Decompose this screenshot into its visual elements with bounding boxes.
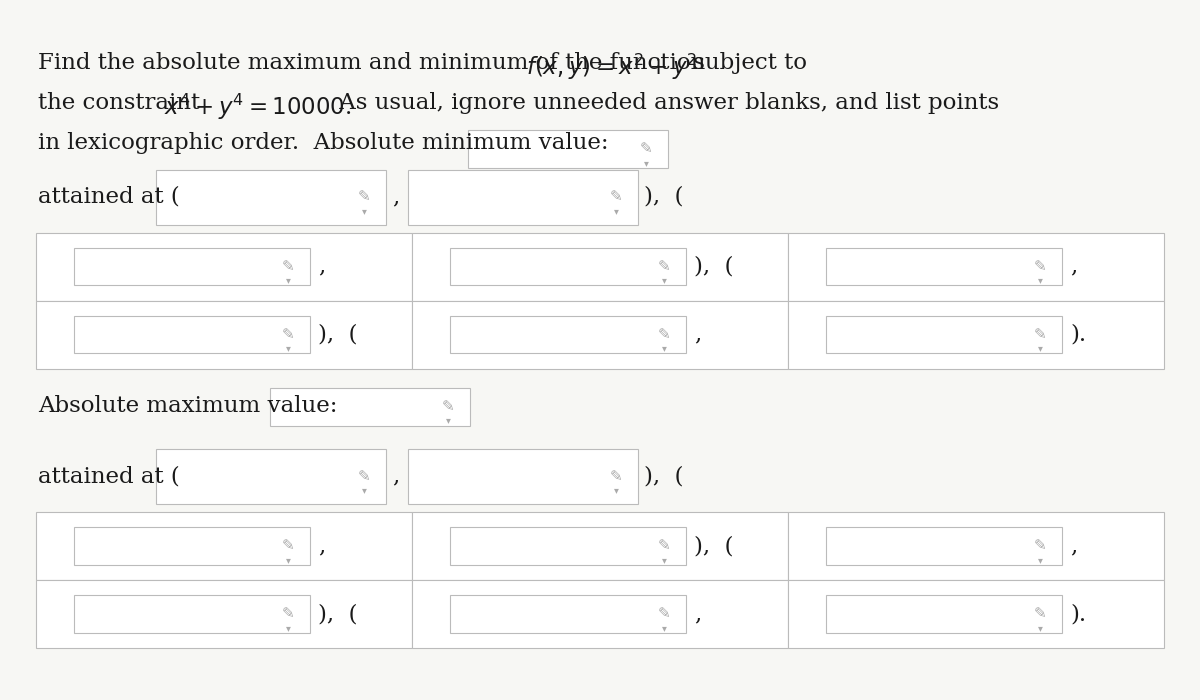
Text: ✎: ✎	[658, 538, 671, 554]
Text: ▾: ▾	[361, 486, 366, 496]
Bar	[450, 316, 686, 354]
Bar	[36, 232, 412, 300]
Text: ▾: ▾	[286, 555, 290, 565]
Text: ),  (: ), (	[695, 256, 734, 277]
Bar	[408, 449, 638, 504]
Text: ),  (: ), (	[644, 186, 684, 208]
Bar	[408, 169, 638, 225]
Text: As usual, ignore unneeded answer blanks, and list points: As usual, ignore unneeded answer blanks,…	[332, 92, 1000, 114]
Bar	[73, 527, 311, 565]
Text: ▾: ▾	[286, 276, 290, 286]
Bar	[36, 512, 412, 580]
Bar	[788, 512, 1164, 580]
Bar	[73, 595, 311, 633]
Bar	[450, 527, 686, 565]
Text: ✎: ✎	[1034, 538, 1046, 554]
Text: Find the absolute maximum and minimum of the function: Find the absolute maximum and minimum of…	[38, 52, 713, 74]
Text: subject to: subject to	[686, 52, 808, 74]
Text: ✎: ✎	[610, 190, 623, 204]
Text: ▾: ▾	[613, 206, 618, 216]
Text: ▾: ▾	[662, 623, 667, 633]
Text: ✎: ✎	[282, 327, 295, 342]
Text: ▾: ▾	[662, 276, 667, 286]
Text: ,: ,	[695, 323, 702, 346]
Bar	[788, 232, 1164, 300]
Text: ,: ,	[695, 603, 702, 625]
Text: ▾: ▾	[1038, 623, 1043, 633]
Text: attained at (: attained at (	[38, 466, 180, 487]
Text: ✎: ✎	[658, 259, 671, 274]
Text: ),  (: ), (	[318, 603, 358, 625]
Text: ,: ,	[1070, 535, 1078, 557]
Text: ✎: ✎	[282, 259, 295, 274]
Text: ▾: ▾	[361, 206, 366, 216]
Bar	[468, 130, 668, 168]
Bar	[450, 595, 686, 633]
Text: ▾: ▾	[1038, 276, 1043, 286]
Bar	[36, 580, 412, 648]
Text: $x^4 + y^4 = 10000$.: $x^4 + y^4 = 10000$.	[164, 92, 352, 122]
Text: the constraint: the constraint	[38, 92, 208, 114]
Text: ✎: ✎	[358, 469, 371, 484]
Bar	[788, 580, 1164, 648]
Bar	[156, 449, 386, 504]
Text: ).: ).	[1070, 323, 1086, 346]
Text: ▾: ▾	[1038, 344, 1043, 354]
Bar	[826, 527, 1062, 565]
Text: ✎: ✎	[1034, 259, 1046, 274]
Text: ✎: ✎	[282, 606, 295, 622]
Text: ▾: ▾	[662, 344, 667, 354]
Text: ✎: ✎	[610, 469, 623, 484]
Text: Absolute maximum value:: Absolute maximum value:	[38, 395, 337, 417]
Text: ,: ,	[318, 535, 325, 557]
Text: ▾: ▾	[643, 158, 648, 168]
Bar	[826, 248, 1062, 285]
Text: ✎: ✎	[282, 538, 295, 554]
Text: ,: ,	[392, 186, 400, 208]
Text: ✎: ✎	[1034, 606, 1046, 622]
Text: ✎: ✎	[658, 606, 671, 622]
Text: ✎: ✎	[1034, 327, 1046, 342]
Text: ▾: ▾	[662, 555, 667, 565]
Text: ✎: ✎	[442, 399, 455, 414]
Text: ▾: ▾	[1038, 555, 1043, 565]
Text: ✎: ✎	[640, 141, 653, 157]
Text: ✎: ✎	[658, 327, 671, 342]
Text: ),  (: ), (	[318, 323, 358, 346]
Bar	[412, 580, 788, 648]
Text: ▾: ▾	[613, 486, 618, 496]
Bar	[412, 512, 788, 580]
Bar	[826, 316, 1062, 354]
Text: ),  (: ), (	[644, 466, 684, 487]
Text: ▾: ▾	[286, 344, 290, 354]
Text: ,: ,	[318, 256, 325, 277]
Bar	[73, 248, 311, 285]
Text: ,: ,	[392, 466, 400, 487]
Bar	[156, 169, 386, 225]
Text: $f(x, y) = x^2 + y^2$: $f(x, y) = x^2 + y^2$	[526, 52, 697, 82]
Text: ),  (: ), (	[695, 535, 734, 557]
Bar	[826, 595, 1062, 633]
Text: ).: ).	[1070, 603, 1086, 625]
Text: ,: ,	[1070, 256, 1078, 277]
Bar	[412, 232, 788, 300]
Text: attained at (: attained at (	[38, 186, 180, 208]
Bar	[73, 316, 311, 354]
Bar	[270, 388, 470, 426]
Bar	[36, 300, 412, 368]
Bar	[412, 300, 788, 368]
Bar	[450, 248, 686, 285]
Text: ▾: ▾	[445, 416, 450, 426]
Text: ▾: ▾	[286, 623, 290, 633]
Bar	[788, 300, 1164, 368]
Text: in lexicographic order.  Absolute minimum value:: in lexicographic order. Absolute minimum…	[38, 132, 608, 154]
Text: ✎: ✎	[358, 190, 371, 204]
